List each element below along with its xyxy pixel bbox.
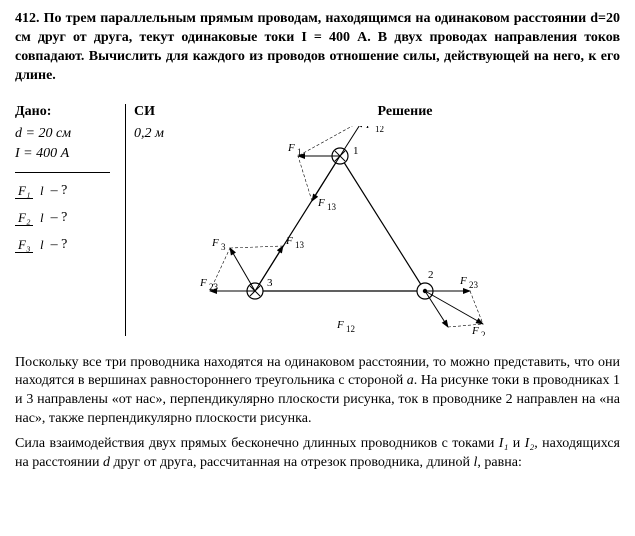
solution-header: Решение <box>190 104 620 120</box>
p2i2: I₂ <box>525 436 535 451</box>
problem-text: По трем параллельным прямым проводам, на… <box>15 11 620 83</box>
num-f1: F₁ <box>15 183 33 199</box>
p2f: , равна: <box>477 455 521 470</box>
si-column: СИ 0,2 м <box>125 104 180 336</box>
var-d: d <box>15 126 22 141</box>
p1var: a <box>407 373 414 388</box>
eq-i: = 400 <box>20 146 61 161</box>
svg-text:2: 2 <box>481 330 486 336</box>
given-separator <box>15 172 110 173</box>
p2d: d <box>103 455 110 470</box>
eq-d: = 20 <box>22 126 56 141</box>
p2e: друг от друга, рассчитанная на отрезок п… <box>110 455 474 470</box>
frac-f3: F₃ l <box>15 237 47 254</box>
explanation-p1: Поскольку все три проводника находятся н… <box>15 354 620 430</box>
main-area: Дано: d = 20 см I = 400 А F₁ l – ? F₂ l … <box>15 104 620 336</box>
suffix-f3: – ? <box>51 237 68 253</box>
explanation-text: Поскольку все три проводника находятся н… <box>15 354 620 473</box>
si-header: СИ <box>134 104 180 120</box>
query-f1: F₁ l – ? <box>15 183 110 200</box>
given-column: Дано: d = 20 см I = 400 А F₁ l – ? F₂ l … <box>15 104 115 336</box>
query-f2: F₂ l – ? <box>15 210 110 227</box>
num-f2: F₂ <box>15 210 33 226</box>
svg-text:13: 13 <box>327 202 337 212</box>
p2i1: I₁ <box>499 436 509 451</box>
suffix-f2: – ? <box>51 210 68 226</box>
given-i: I = 400 А <box>15 146 110 162</box>
unit-i: А <box>61 146 70 161</box>
vertex-2-label: 2 <box>428 269 434 281</box>
den-f3: l <box>37 237 47 252</box>
explanation-p2: Сила взаимодействия двух прямых бесконеч… <box>15 435 620 473</box>
problem-statement: 412. По трем параллельным прямым провода… <box>15 10 620 86</box>
unit-d: см <box>56 126 71 141</box>
query-f3: F₃ l – ? <box>15 237 110 254</box>
den-f1: l <box>37 183 47 198</box>
svg-text:13: 13 <box>295 240 305 250</box>
den-f2: l <box>37 210 47 225</box>
svg-text:12: 12 <box>375 126 384 134</box>
si-d: 0,2 м <box>134 126 180 142</box>
p2a: Сила взаимодействия двух прямых бесконеч… <box>15 436 499 451</box>
vertex-3-label: 3 <box>267 277 273 289</box>
force-diagram: 1 2 3 F⃗ 12 F⃗ 13 F⃗ 1 <box>190 126 490 336</box>
frac-f2: F₂ l <box>15 210 47 227</box>
p2b: и <box>508 436 524 451</box>
svg-text:12: 12 <box>346 324 355 334</box>
vertex-1-label: 1 <box>353 145 359 157</box>
frac-f1: F₁ l <box>15 183 47 200</box>
suffix-f1: – ? <box>51 183 68 199</box>
solution-column: Решение 1 2 3 <box>190 104 620 336</box>
svg-text:3: 3 <box>221 242 226 252</box>
given-d: d = 20 см <box>15 126 110 142</box>
svg-text:23: 23 <box>469 280 479 290</box>
problem-number: 412. <box>15 11 40 26</box>
given-header: Дано: <box>15 104 110 120</box>
num-f3: F₃ <box>15 237 33 253</box>
